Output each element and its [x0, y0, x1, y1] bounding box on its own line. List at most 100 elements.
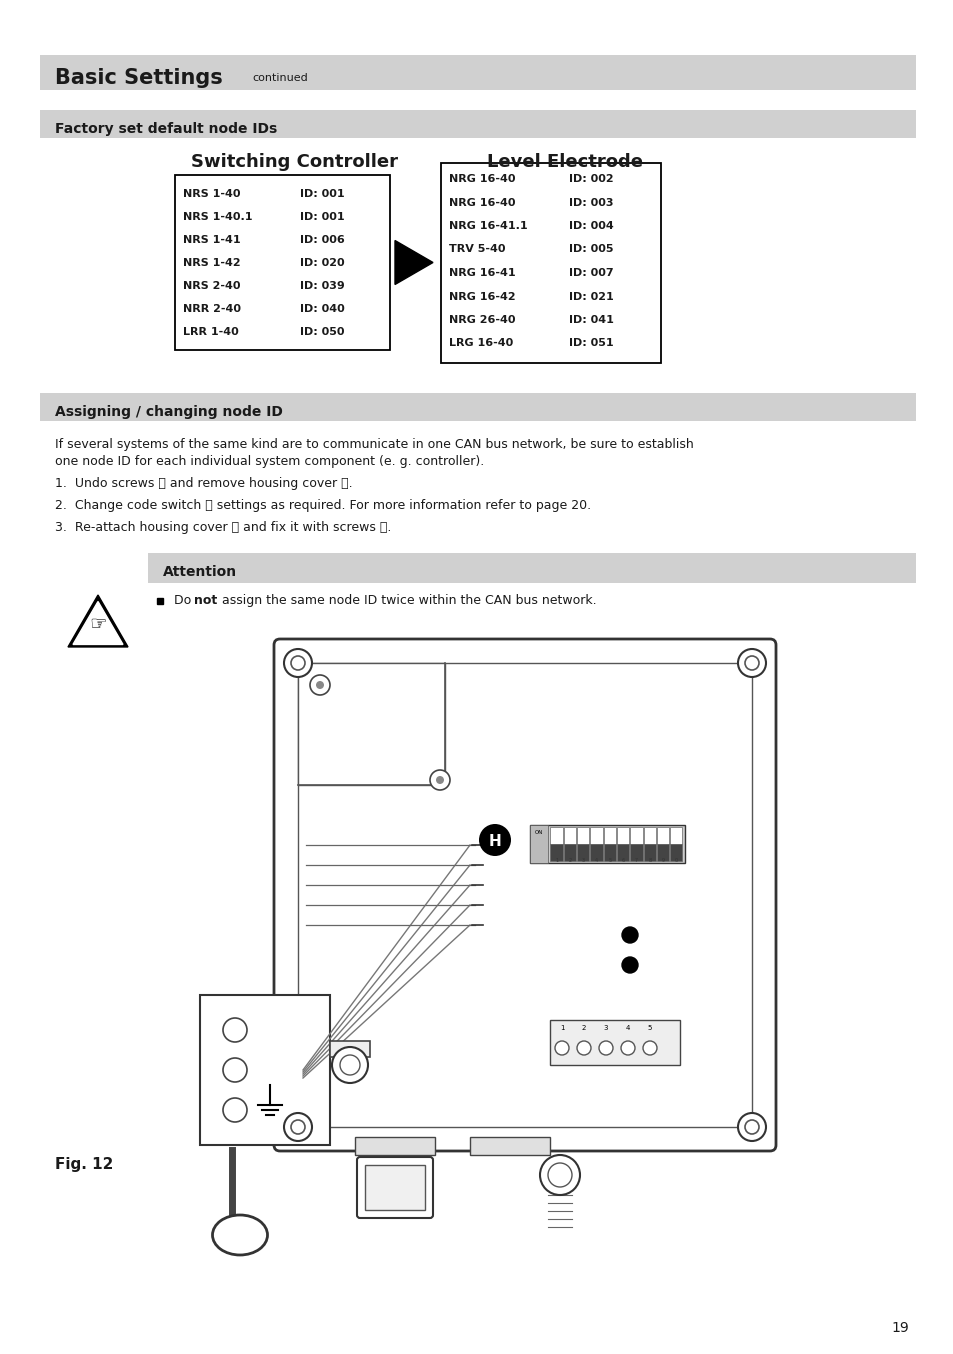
FancyBboxPatch shape: [470, 1137, 550, 1155]
Text: Assigning / changing node ID: Assigning / changing node ID: [55, 405, 283, 418]
Text: 2: 2: [568, 857, 571, 862]
Text: NRG 16-42: NRG 16-42: [449, 291, 515, 302]
Circle shape: [547, 1163, 572, 1187]
Polygon shape: [395, 241, 433, 284]
Circle shape: [621, 927, 638, 942]
FancyBboxPatch shape: [617, 827, 629, 844]
Text: NRG 16-40: NRG 16-40: [449, 175, 515, 184]
Circle shape: [284, 1113, 312, 1141]
Circle shape: [478, 825, 511, 856]
Text: NRG 16-41: NRG 16-41: [449, 268, 515, 278]
Text: Switching Controller: Switching Controller: [192, 153, 398, 171]
Text: NRG 16-40: NRG 16-40: [449, 198, 515, 207]
Text: ID: 002: ID: 002: [568, 175, 613, 184]
Circle shape: [738, 1113, 765, 1141]
FancyBboxPatch shape: [530, 825, 684, 862]
Text: 3: 3: [581, 857, 584, 862]
Circle shape: [598, 1041, 613, 1055]
Text: ID: 039: ID: 039: [299, 282, 344, 291]
Text: continued: continued: [252, 73, 308, 83]
Text: ID: 021: ID: 021: [568, 291, 613, 302]
FancyBboxPatch shape: [603, 827, 616, 844]
Circle shape: [223, 1057, 247, 1082]
Text: NRS 1-42: NRS 1-42: [183, 259, 240, 268]
Circle shape: [284, 649, 312, 677]
Text: Factory set default node IDs: Factory set default node IDs: [55, 122, 277, 135]
Text: 6: 6: [621, 857, 624, 862]
Text: one node ID for each individual system component (e. g. controller).: one node ID for each individual system c…: [55, 455, 484, 468]
Text: 3.  Re-attach housing cover Ⓖ and fix it with screws Ⓔ.: 3. Re-attach housing cover Ⓖ and fix it …: [55, 521, 391, 533]
Text: NRR 2-40: NRR 2-40: [183, 305, 241, 314]
Text: Fig. 12: Fig. 12: [55, 1158, 113, 1173]
FancyBboxPatch shape: [577, 844, 589, 861]
Circle shape: [291, 1120, 305, 1135]
Text: 7: 7: [635, 857, 638, 862]
Text: 5: 5: [647, 1025, 652, 1030]
Circle shape: [642, 1041, 657, 1055]
Text: ID: 001: ID: 001: [299, 213, 344, 222]
Circle shape: [430, 770, 450, 789]
Text: Level Electrode: Level Electrode: [486, 153, 642, 171]
Circle shape: [436, 776, 443, 784]
FancyBboxPatch shape: [297, 663, 751, 1127]
FancyBboxPatch shape: [590, 844, 602, 861]
FancyBboxPatch shape: [200, 995, 330, 1145]
Text: 1: 1: [559, 1025, 563, 1030]
Polygon shape: [68, 594, 128, 647]
FancyBboxPatch shape: [40, 393, 915, 421]
Text: 5: 5: [608, 857, 611, 862]
Text: ID: 005: ID: 005: [568, 245, 613, 255]
Text: ID: 040: ID: 040: [299, 305, 344, 314]
Text: ID: 003: ID: 003: [568, 198, 613, 207]
FancyBboxPatch shape: [577, 827, 589, 844]
FancyBboxPatch shape: [563, 844, 576, 861]
FancyBboxPatch shape: [630, 827, 642, 844]
Text: 0: 0: [674, 857, 678, 862]
FancyBboxPatch shape: [530, 825, 547, 862]
Text: ID: 004: ID: 004: [568, 221, 613, 232]
FancyBboxPatch shape: [657, 827, 668, 844]
Circle shape: [339, 1055, 359, 1075]
Text: 1.  Undo screws Ⓔ and remove housing cover Ⓖ.: 1. Undo screws Ⓔ and remove housing cove…: [55, 477, 353, 490]
Circle shape: [738, 649, 765, 677]
FancyBboxPatch shape: [550, 1020, 679, 1066]
FancyBboxPatch shape: [297, 663, 444, 785]
FancyBboxPatch shape: [590, 827, 602, 844]
Text: LRG 16-40: LRG 16-40: [449, 338, 513, 348]
FancyBboxPatch shape: [630, 844, 642, 861]
Polygon shape: [73, 601, 123, 645]
Circle shape: [744, 655, 759, 670]
Text: ID: 051: ID: 051: [568, 338, 613, 348]
Text: ID: 050: ID: 050: [299, 328, 344, 337]
FancyBboxPatch shape: [670, 844, 681, 861]
Text: Attention: Attention: [163, 565, 237, 580]
FancyBboxPatch shape: [643, 827, 656, 844]
Text: 1: 1: [555, 857, 558, 862]
Text: If several systems of the same kind are to communicate in one CAN bus network, b: If several systems of the same kind are …: [55, 437, 693, 451]
Text: ON: ON: [535, 830, 542, 835]
Text: 4: 4: [625, 1025, 630, 1030]
Circle shape: [223, 1018, 247, 1043]
Text: ID: 041: ID: 041: [568, 315, 613, 325]
Circle shape: [332, 1047, 368, 1083]
FancyBboxPatch shape: [670, 827, 681, 844]
Text: ID: 001: ID: 001: [299, 190, 344, 199]
FancyBboxPatch shape: [148, 552, 915, 584]
Text: 2: 2: [581, 1025, 585, 1030]
Text: 4: 4: [595, 857, 598, 862]
Circle shape: [621, 957, 638, 974]
Circle shape: [744, 1120, 759, 1135]
Text: NRS 1-40.1: NRS 1-40.1: [183, 213, 253, 222]
Text: ID: 007: ID: 007: [568, 268, 613, 278]
Text: 2.  Change code switch Ⓗ settings as required. For more information refer to pag: 2. Change code switch Ⓗ settings as requ…: [55, 500, 591, 512]
Circle shape: [577, 1041, 590, 1055]
Text: NRG 26-40: NRG 26-40: [449, 315, 515, 325]
Text: ID: 020: ID: 020: [299, 259, 344, 268]
FancyBboxPatch shape: [550, 844, 562, 861]
FancyBboxPatch shape: [356, 1158, 433, 1219]
Text: LRR 1-40: LRR 1-40: [183, 328, 238, 337]
Circle shape: [539, 1155, 579, 1196]
Text: NRG 16-41.1: NRG 16-41.1: [449, 221, 527, 232]
FancyBboxPatch shape: [603, 844, 616, 861]
Text: H: H: [488, 834, 501, 849]
